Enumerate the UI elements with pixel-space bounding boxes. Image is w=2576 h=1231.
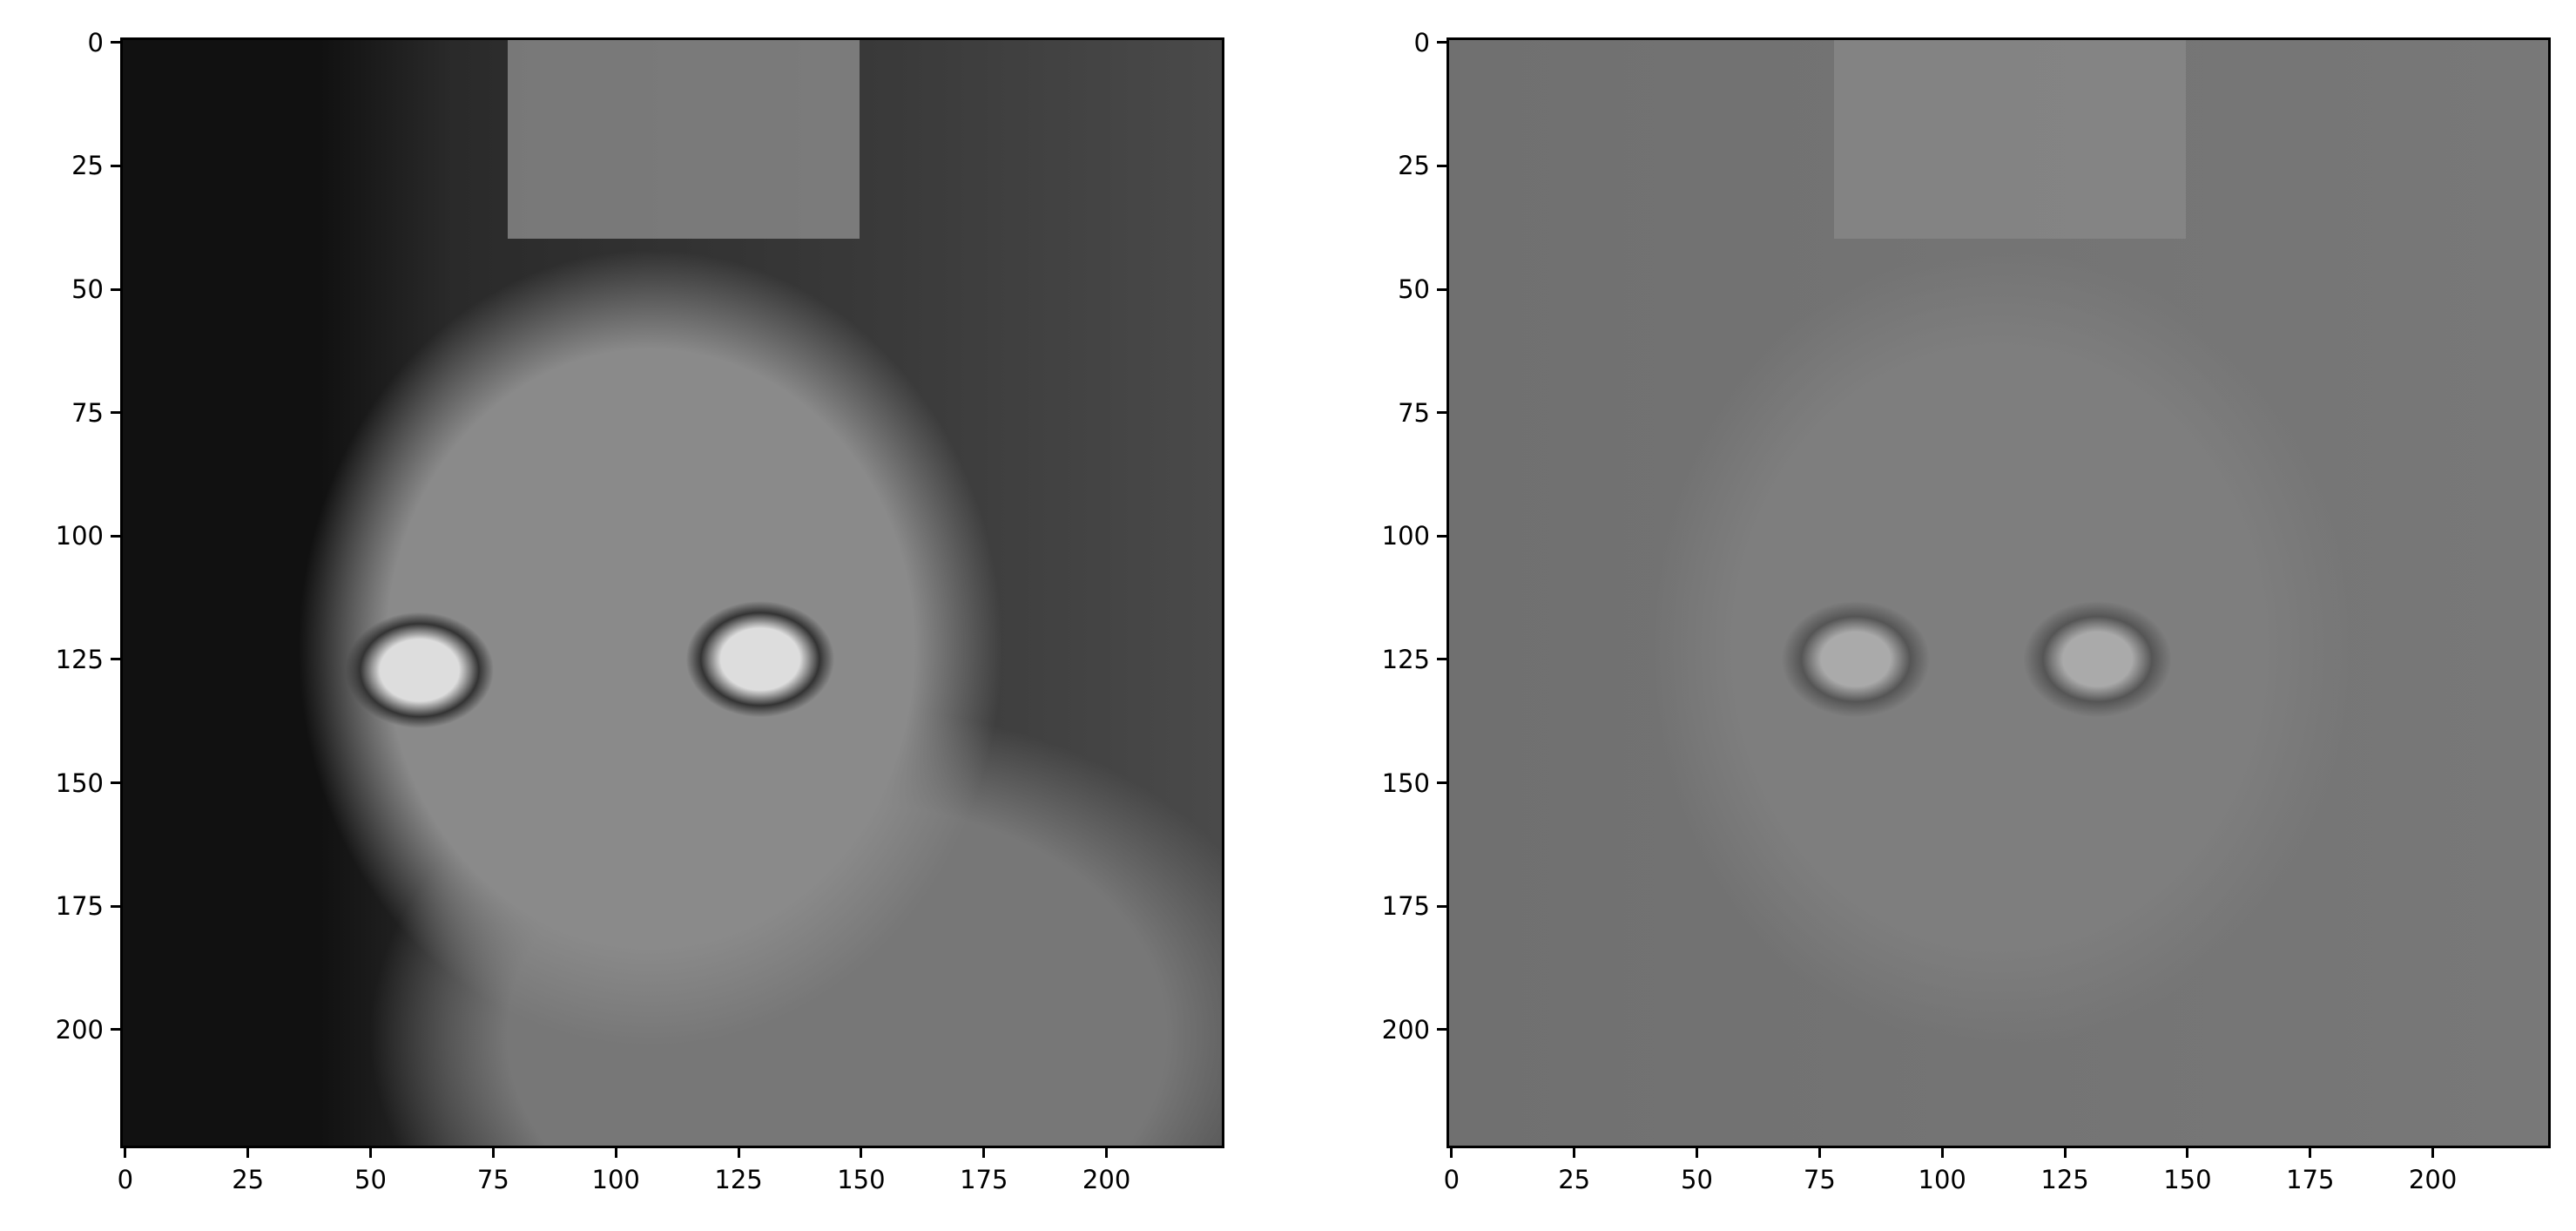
x-tick-label: 100 — [591, 1165, 640, 1194]
y-tick — [1437, 164, 1449, 167]
y-tick-label: 150 — [55, 768, 104, 798]
y-tick-label: 125 — [1381, 644, 1430, 674]
filtered-image-axes: 0 25 50 75 100 125 150 175 200 0 25 50 75 100 125 150 17… — [1382, 28, 2551, 1194]
x-tick-label: 100 — [1918, 1165, 1966, 1194]
original-image-axes: 0 25 50 75 100 125 150 175 200 0 25 50 75 100 125 150 17… — [56, 28, 1224, 1194]
x-tick — [1696, 1146, 1698, 1158]
y-tick — [111, 41, 123, 44]
y-tick-label: 50 — [1398, 274, 1430, 305]
y-tick — [1437, 287, 1449, 291]
y-tick — [111, 658, 123, 661]
x-tick-label: 25 — [1558, 1165, 1591, 1194]
x-tick — [2431, 1146, 2435, 1158]
y-tick-label: 0 — [1413, 27, 1430, 57]
y-tick — [111, 904, 123, 908]
y-tick — [111, 534, 123, 538]
y-tick-label: 200 — [55, 1014, 104, 1045]
x-tick-label: 50 — [354, 1165, 387, 1194]
x-tick — [246, 1146, 250, 1158]
x-tick — [2186, 1146, 2189, 1158]
y-tick — [1437, 1028, 1449, 1031]
x-tick-label: 125 — [2040, 1165, 2089, 1194]
y-tick-label: 75 — [71, 397, 104, 428]
y-tick — [111, 1028, 123, 1031]
y-tick-label: 175 — [55, 891, 104, 922]
x-tick-label: 75 — [476, 1165, 509, 1194]
y-tick — [111, 411, 123, 415]
y-tick-label: 0 — [87, 27, 104, 57]
y-tick — [111, 781, 123, 785]
y-tick-label: 100 — [55, 521, 104, 551]
x-tick-label: 200 — [2408, 1165, 2458, 1194]
x-tick-label: 125 — [714, 1165, 763, 1194]
y-tick — [111, 164, 123, 167]
x-tick — [982, 1146, 986, 1158]
y-tick-label: 150 — [1381, 768, 1430, 798]
x-tick-label: 0 — [117, 1165, 134, 1194]
y-tick — [1437, 411, 1449, 415]
x-tick — [1940, 1146, 1944, 1158]
original-cat-image — [123, 40, 1222, 1146]
y-tick-label: 100 — [1381, 521, 1430, 551]
x-tick — [1573, 1146, 1576, 1158]
x-tick — [1105, 1146, 1109, 1158]
x-tick-label: 25 — [232, 1165, 265, 1194]
x-tick — [737, 1146, 740, 1158]
x-tick — [369, 1146, 372, 1158]
x-tick-label: 150 — [837, 1165, 886, 1194]
y-tick-label: 125 — [55, 644, 104, 674]
y-tick-label: 25 — [1398, 151, 1430, 181]
x-tick — [124, 1146, 127, 1158]
x-tick-label: 200 — [1082, 1165, 1131, 1194]
y-tick — [1437, 904, 1449, 908]
x-tick-label: 75 — [1803, 1165, 1836, 1194]
x-tick — [2309, 1146, 2312, 1158]
x-tick — [614, 1146, 617, 1158]
x-tick-label: 150 — [2163, 1165, 2212, 1194]
y-tick-label: 25 — [71, 151, 104, 181]
y-tick — [1437, 781, 1449, 785]
x-tick-label: 0 — [1443, 1165, 1460, 1194]
x-tick — [2063, 1146, 2067, 1158]
x-tick-label: 175 — [960, 1165, 1008, 1194]
x-tick-label: 50 — [1681, 1165, 1713, 1194]
y-tick-label: 175 — [1381, 891, 1430, 922]
y-tick-label: 200 — [1381, 1014, 1430, 1045]
y-tick — [1437, 534, 1449, 538]
x-tick — [1817, 1146, 1821, 1158]
x-tick — [491, 1146, 495, 1158]
x-tick — [1450, 1146, 1453, 1158]
x-tick-label: 175 — [2286, 1165, 2335, 1194]
y-tick-label: 50 — [71, 274, 104, 305]
filtered-cat-image — [1449, 40, 2548, 1146]
x-tick — [860, 1146, 863, 1158]
y-tick — [111, 287, 123, 291]
y-tick-label: 75 — [1398, 397, 1430, 428]
y-tick — [1437, 41, 1449, 44]
y-tick — [1437, 658, 1449, 661]
